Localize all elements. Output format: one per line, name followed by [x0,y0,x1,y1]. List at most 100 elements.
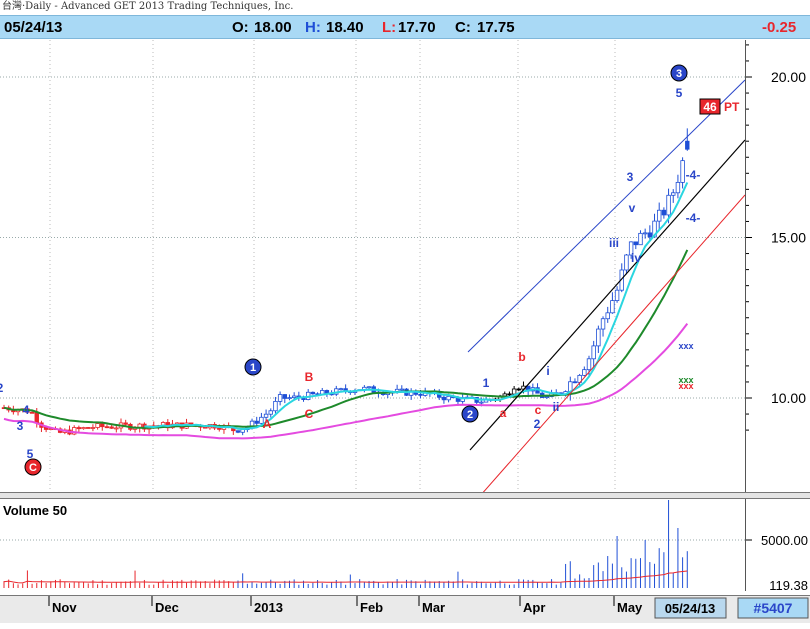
symbol-badge [737,597,809,619]
projection-marks: xxx [678,341,693,351]
axis-tick-label: 15.00 [771,230,806,246]
wave-label: 2 [534,417,541,431]
candle [666,194,671,216]
candle [123,422,128,425]
candle [638,232,643,246]
candle [291,395,297,399]
candle [217,427,222,430]
candle [95,423,100,428]
candle [657,209,662,222]
candle [600,318,606,330]
close-value: 17.75 [477,19,515,36]
wave-marker [461,405,479,423]
wave-label: 2 [0,381,4,395]
candle [282,394,287,399]
month-label: Dec [155,600,179,615]
candle [642,232,648,235]
candle [502,393,507,397]
price-axis: 20.00 15.00 10.00 [745,40,810,492]
pane-separator[interactable] [0,492,810,499]
ohlc-bar: 05/24/13 O: 18.00 H: 18.40 L: 17.70 C: 1… [0,15,810,39]
month-label: Feb [360,600,383,615]
candle [671,192,676,196]
candle [100,423,105,428]
candle [652,220,657,238]
candle [680,160,685,183]
wave-label: 1 [250,362,256,374]
volume-label: Volume 50 [3,503,67,518]
candle [399,388,404,391]
candle [544,396,550,398]
change-value: -0.25 [762,19,797,36]
month-label: May [617,600,643,615]
volume-pane[interactable]: Volume 50 [0,499,745,591]
projection-marks: xxx [678,381,693,391]
candle [29,411,35,414]
candle [263,413,269,418]
candle [268,410,273,415]
candle [572,381,578,384]
pt-value: 46 [703,100,717,114]
price-chart[interactable]: 2435C1ABC21abc2iiiiiiivv3-4--4-5346PTxxx… [0,40,804,497]
close-label: C: [455,19,471,36]
low-value: 17.70 [398,19,436,36]
candle [675,181,681,194]
candle [511,388,517,395]
candle [647,232,653,238]
wave-label: 3 [676,68,682,80]
channel-upper [467,79,746,353]
wave-marker [670,64,688,82]
month-label: Nov [52,600,77,615]
volume-ma [3,570,688,584]
month-label: Apr [523,600,545,615]
open-label: O: [232,19,249,36]
axis-tick-label: 10.00 [771,390,806,406]
wave-label: 2 [467,409,473,421]
wave-label: -4- [686,168,701,182]
candle [34,412,39,424]
pt-box [699,98,721,115]
candle [72,427,77,435]
wave-label: a [500,406,507,420]
candle [586,358,592,371]
candle [259,416,264,424]
volume-tick-label: 5000.00 [761,533,808,548]
candle [596,328,601,347]
wave-label: 4 [23,403,30,417]
wave-label: ii [553,400,560,414]
pt-label: PT [724,100,740,114]
candle [254,420,259,424]
window-title: 台灣·Daily - Advanced GET 2013 Trading Tec… [0,0,810,14]
candle [591,345,596,360]
wave-label: 3 [627,170,634,184]
candle [610,300,615,314]
wave-label: 1 [483,376,490,390]
wave-label: 5 [27,447,34,461]
candle [338,388,344,391]
candle [90,427,96,429]
candle [310,391,316,395]
wave-label: c [535,403,542,417]
candle [605,312,610,320]
candle [86,427,91,429]
candle [109,426,114,429]
wave-label: b [518,350,525,364]
projection-marks: xxx [678,375,693,385]
candle [446,395,451,401]
current-date-label: 05/24/13 [665,601,716,616]
price-plot: 2435C1ABC21abc2iiiiiiivv3-4--4-5346PTxxx… [0,40,804,497]
candle [624,254,629,271]
high-value: 18.40 [326,19,364,36]
wave-marker [244,358,262,376]
candle [633,241,638,246]
candle [418,393,423,396]
volume-axis: 5000.00 119.38 [745,499,810,593]
candle [287,397,292,400]
candle [235,430,241,433]
ma-cyan [144,182,689,431]
candle [479,401,484,404]
wave-label: i [546,364,549,378]
candle [516,388,521,391]
candle [628,241,634,256]
wave-label: iv [631,251,641,265]
